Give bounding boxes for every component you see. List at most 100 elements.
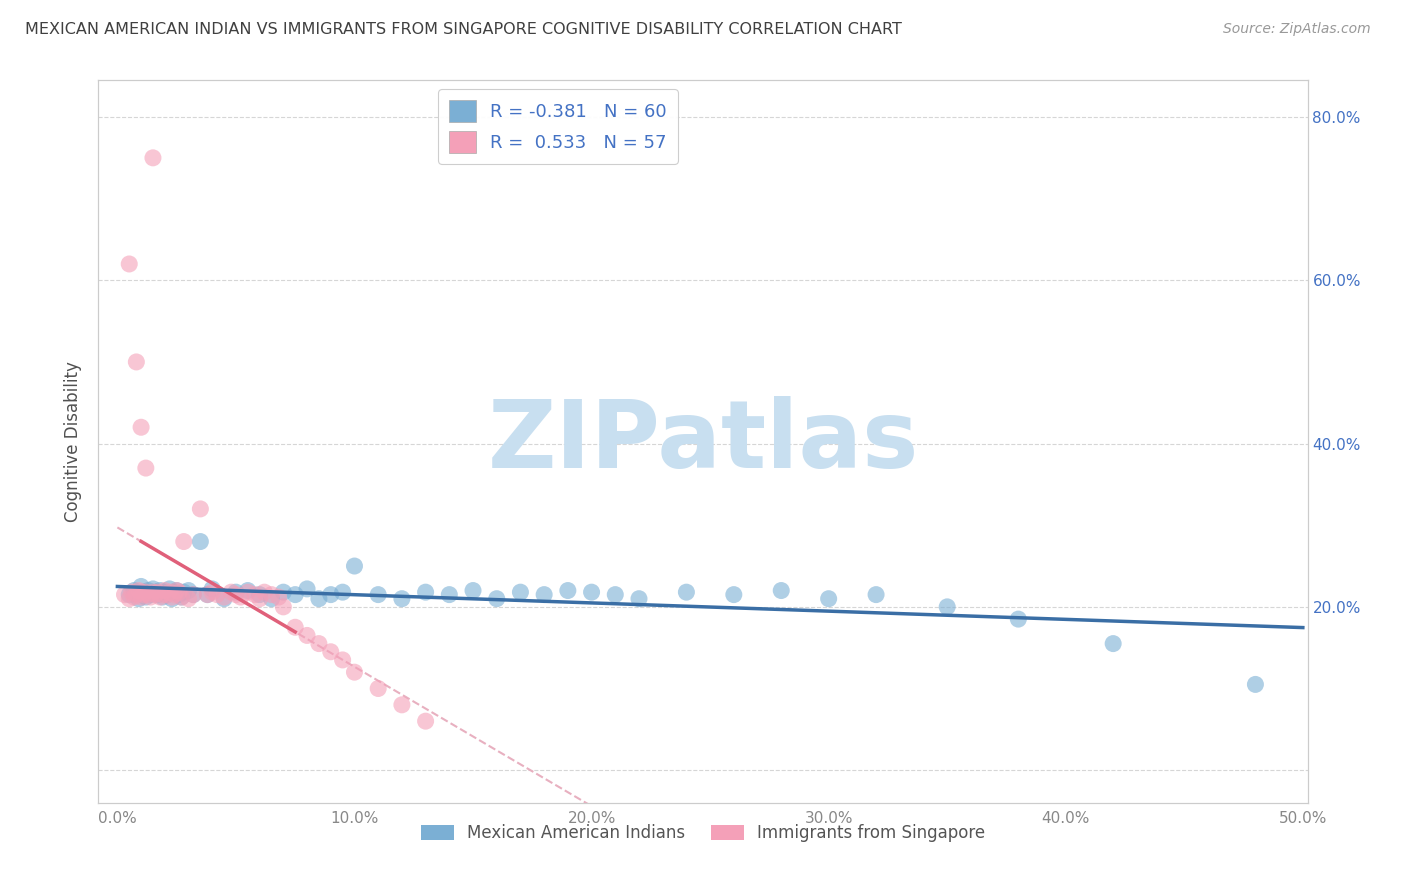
Point — [201, 585, 224, 599]
Y-axis label: Cognitive Disability: Cognitive Disability — [65, 361, 83, 522]
Point — [160, 591, 183, 606]
Point — [295, 628, 318, 642]
Point — [557, 583, 579, 598]
Point — [485, 591, 508, 606]
Point — [308, 591, 330, 606]
Point — [243, 588, 266, 602]
Point — [118, 257, 141, 271]
Point — [817, 591, 839, 606]
Point — [181, 588, 204, 602]
Point — [295, 582, 318, 596]
Point — [166, 583, 188, 598]
Point — [129, 579, 152, 593]
Point — [167, 585, 190, 599]
Point — [190, 534, 212, 549]
Point — [135, 585, 157, 599]
Point — [225, 588, 247, 602]
Point — [142, 585, 165, 599]
Point — [675, 585, 697, 599]
Point — [253, 585, 276, 599]
Point — [121, 585, 143, 599]
Point — [332, 585, 354, 599]
Point — [367, 681, 389, 696]
Point — [219, 585, 242, 599]
Point — [163, 585, 186, 599]
Point — [415, 585, 437, 599]
Point — [415, 714, 437, 728]
Point — [319, 588, 342, 602]
Point — [1102, 637, 1125, 651]
Point — [173, 534, 195, 549]
Point — [723, 588, 745, 602]
Point — [128, 583, 150, 598]
Point — [129, 590, 152, 604]
Point — [308, 637, 330, 651]
Point — [205, 588, 228, 602]
Point — [173, 585, 195, 599]
Point — [284, 588, 307, 602]
Point — [153, 585, 176, 599]
Point — [225, 585, 247, 599]
Point — [159, 582, 181, 596]
Point — [236, 585, 259, 599]
Point — [139, 588, 162, 602]
Point — [509, 585, 531, 599]
Point — [343, 665, 366, 680]
Point — [160, 590, 183, 604]
Point — [249, 591, 271, 606]
Point — [167, 588, 190, 602]
Point — [135, 461, 157, 475]
Point — [118, 591, 141, 606]
Point — [153, 583, 176, 598]
Point — [439, 588, 461, 602]
Point — [129, 420, 152, 434]
Point — [319, 645, 342, 659]
Point — [128, 591, 150, 606]
Point — [129, 585, 152, 599]
Point — [177, 583, 200, 598]
Text: ZIPatlas: ZIPatlas — [488, 395, 918, 488]
Point — [135, 590, 157, 604]
Point — [181, 588, 204, 602]
Point — [170, 590, 193, 604]
Point — [627, 591, 650, 606]
Point — [156, 588, 179, 602]
Point — [143, 585, 166, 599]
Point — [146, 588, 169, 602]
Point — [197, 588, 219, 602]
Point — [159, 585, 181, 599]
Point — [143, 588, 166, 602]
Point — [122, 590, 145, 604]
Point — [156, 588, 179, 602]
Point — [118, 588, 141, 602]
Point — [212, 590, 235, 604]
Point — [190, 502, 212, 516]
Text: MEXICAN AMERICAN INDIAN VS IMMIGRANTS FROM SINGAPORE COGNITIVE DISABILITY CORREL: MEXICAN AMERICAN INDIAN VS IMMIGRANTS FR… — [25, 22, 903, 37]
Point — [139, 590, 162, 604]
Point — [229, 590, 252, 604]
Point — [136, 583, 159, 598]
Point — [149, 583, 172, 598]
Point — [146, 585, 169, 599]
Point — [142, 151, 165, 165]
Point — [197, 588, 219, 602]
Point — [136, 588, 159, 602]
Point — [1244, 677, 1267, 691]
Point — [273, 585, 295, 599]
Point — [343, 559, 366, 574]
Point — [267, 590, 290, 604]
Point — [152, 590, 174, 604]
Point — [391, 591, 413, 606]
Point — [201, 582, 224, 596]
Point — [605, 588, 627, 602]
Point — [533, 588, 555, 602]
Point — [163, 588, 186, 602]
Point — [125, 355, 148, 369]
Point — [142, 582, 165, 596]
Point — [132, 585, 155, 599]
Point — [391, 698, 413, 712]
Point — [114, 588, 136, 602]
Point — [581, 585, 603, 599]
Point — [170, 590, 193, 604]
Point — [461, 583, 484, 598]
